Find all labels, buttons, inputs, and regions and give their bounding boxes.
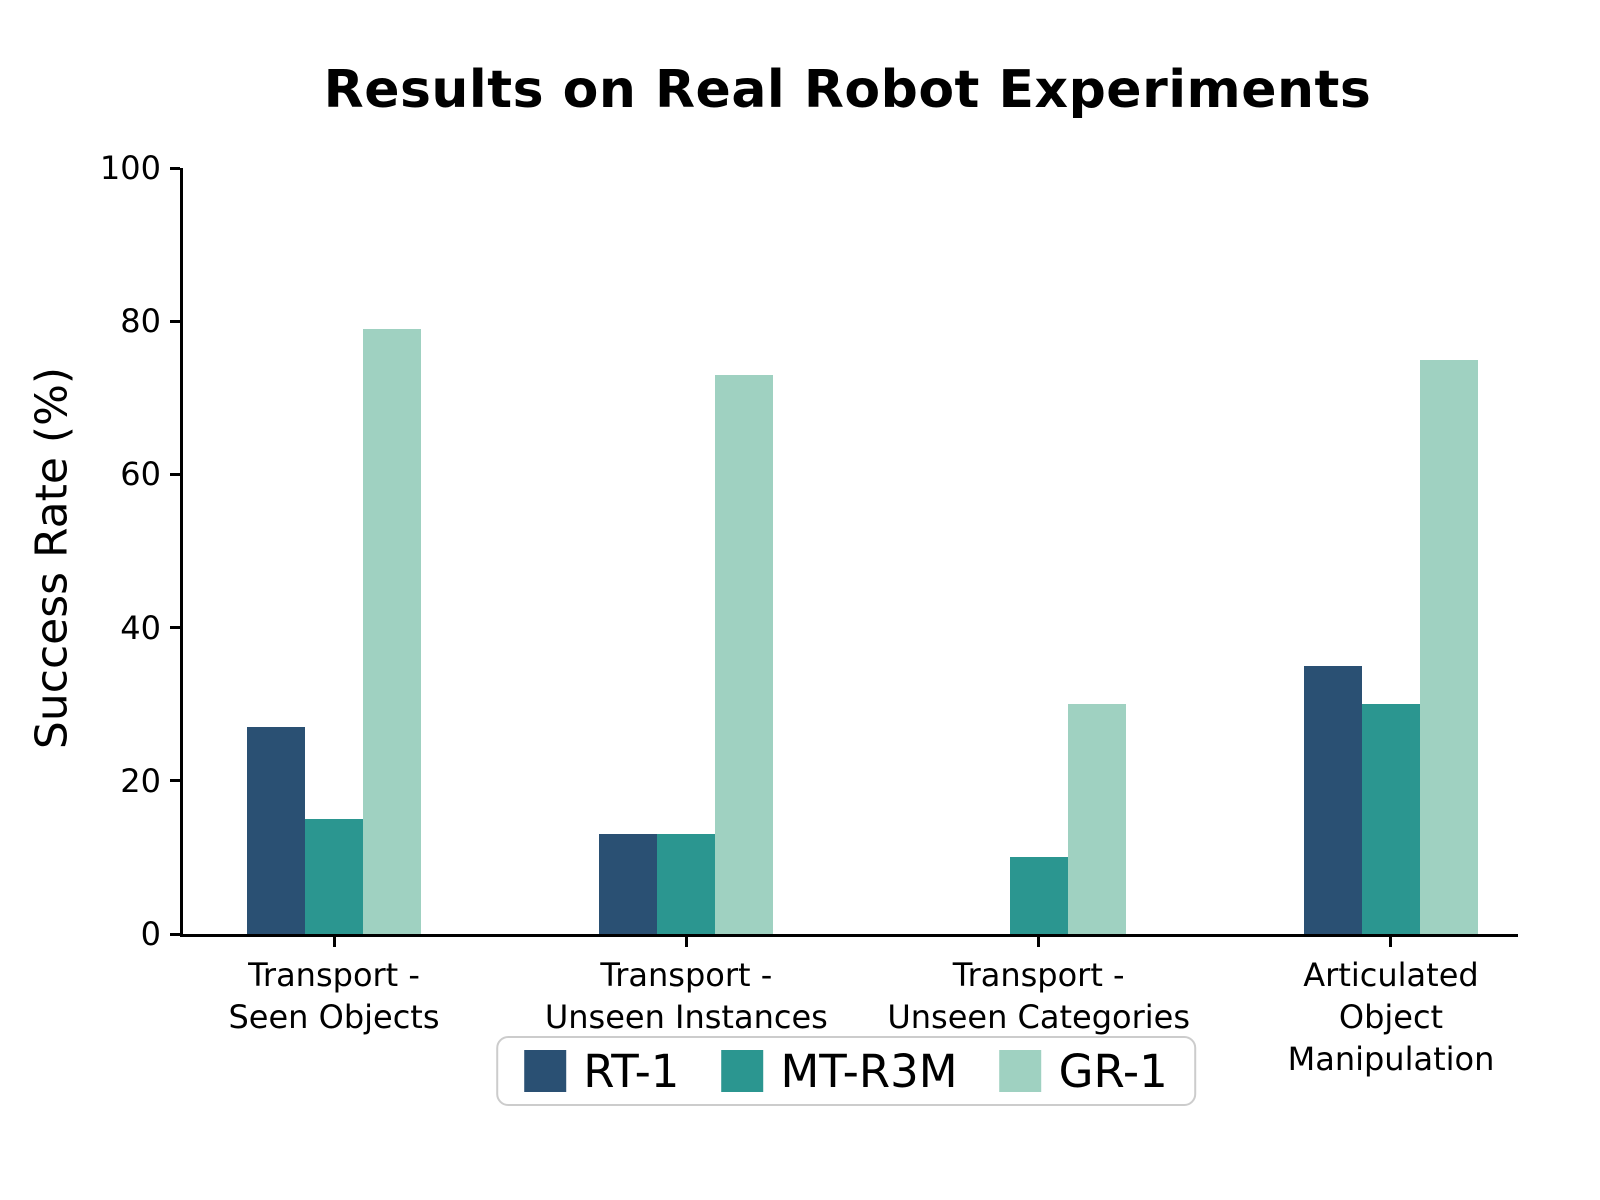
bar-mt-r3m-group2 — [657, 834, 716, 934]
chart-title: Results on Real Robot Experiments — [323, 60, 1372, 120]
y-tick-mark — [170, 932, 180, 936]
y-tick-label: 20 — [120, 761, 161, 800]
bar-gr-1-group2 — [715, 374, 774, 934]
y-tick-label: 100 — [99, 149, 161, 187]
legend-swatch-icon — [721, 1050, 764, 1092]
bar-mt-r3m-group1 — [305, 819, 363, 934]
legend-label: MT-R3M — [780, 1044, 958, 1098]
y-tick-mark — [170, 166, 180, 170]
legend-item-gr-1: GR-1 — [999, 1044, 1168, 1098]
x-tick-label: Articulated Object Manipulation — [1287, 956, 1495, 1079]
bar-mt-r3m-group4 — [1361, 704, 1420, 934]
plot-area: 0 20 40 60 80 100 Transport - Seen Objects Tra… — [100, 152, 1518, 1078]
y-tick-mark — [170, 626, 180, 630]
legend-item-mt-r3m: MT-R3M — [721, 1044, 958, 1098]
y-tick-label: 60 — [120, 455, 161, 494]
bar-rt-1-group4 — [1303, 665, 1362, 934]
x-tick-mark — [1037, 937, 1041, 947]
bar-gr-1-group4 — [1419, 359, 1478, 934]
bar-rt-1-group2 — [599, 834, 658, 934]
legend-item-rt-1: RT-1 — [524, 1049, 679, 1094]
bar-gr-1-group1 — [363, 328, 421, 934]
legend: RT-1 MT-R3M GR-1 — [496, 1036, 1196, 1106]
legend-swatch-icon — [524, 1050, 567, 1092]
x-tick-label: Transport - Seen Objects — [228, 956, 440, 1037]
bar-rt-1-group1 — [247, 727, 305, 934]
y-tick-label: 40 — [120, 608, 161, 647]
y-tick-mark — [170, 779, 180, 783]
x-tick-mark — [684, 937, 688, 947]
bar-gr-1-group3 — [1067, 704, 1126, 934]
y-tick-mark — [170, 472, 180, 476]
x-tick-label: Transport - Unseen Categories — [887, 956, 1190, 1037]
legend-label: GR-1 — [1058, 1044, 1168, 1098]
y-axis-label: Success Rate (%) — [26, 366, 78, 750]
y-tick-label: 0 — [140, 915, 161, 953]
x-tick-mark — [1389, 937, 1393, 947]
bar-mt-r3m-group3 — [1009, 857, 1068, 934]
legend-swatch-icon — [999, 1050, 1042, 1092]
x-tick-label: Transport - Unseen Instances — [544, 956, 828, 1037]
legend-label: RT-1 — [583, 1044, 680, 1098]
y-tick-mark — [170, 319, 180, 323]
x-tick-mark — [332, 937, 336, 947]
y-tick-label: 80 — [120, 302, 161, 341]
